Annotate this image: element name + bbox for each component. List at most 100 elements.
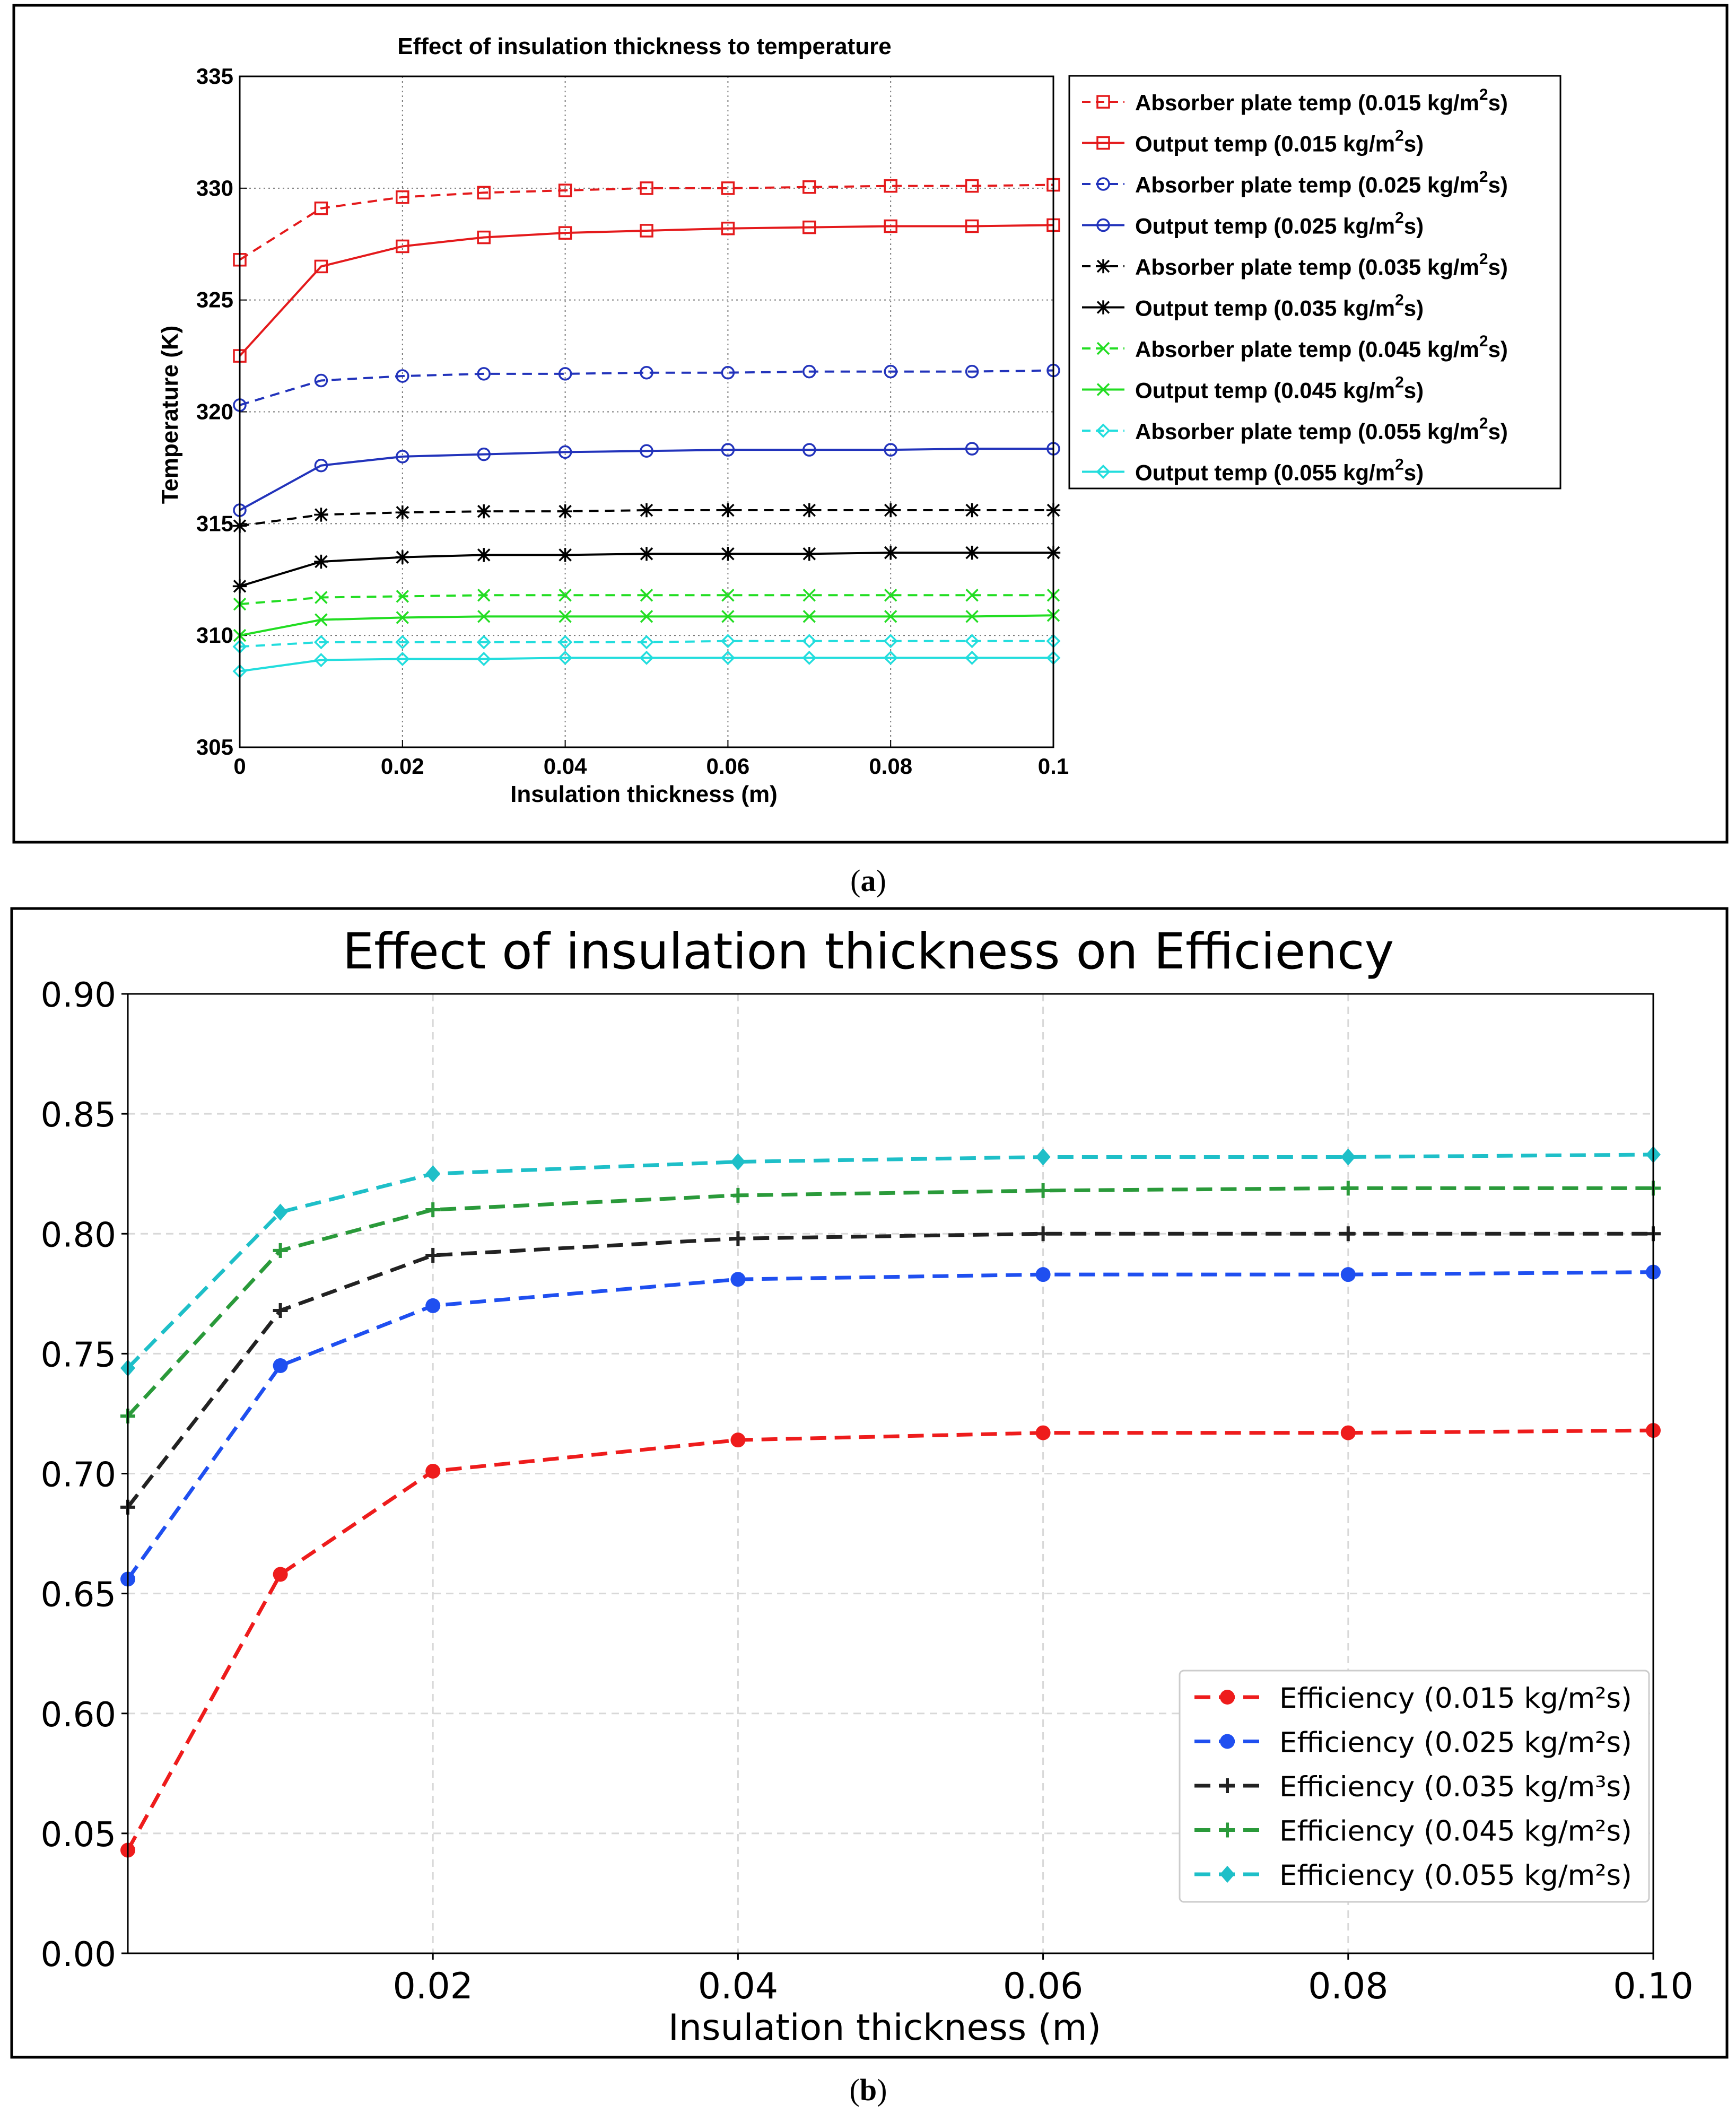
chart-b-data-point: [273, 1567, 288, 1582]
chart-a-plot-frame: [239, 75, 1054, 748]
chart-a-data-point: [559, 589, 572, 602]
chart-a-y-axis: 305 310 315 320 325 330 335: [196, 64, 247, 759]
chart-a-data-point: [802, 220, 816, 234]
chart-b-data-point: [1340, 1226, 1356, 1242]
chart-b-data-point: [425, 1247, 441, 1263]
chart-a-legend: Absorber plate temp (0.015 kg/m2s) Output…: [1068, 75, 1561, 490]
chart-a-x-tick-label: 0.08: [869, 754, 912, 779]
chart-a-data-point: [315, 591, 328, 604]
chart-a-data-point: [802, 610, 816, 623]
chart-b-data-point: [1035, 1425, 1051, 1440]
chart-b-y-tick-label: 0.85: [41, 1096, 117, 1135]
chart-a-data-point: [395, 635, 410, 650]
chart-b-legend-label: Efficiency (0.055 kg/m²s): [1279, 1859, 1632, 1892]
chart-a-data-point: [884, 179, 897, 193]
chart-a-data-point: [965, 545, 979, 560]
chart-a-data-point: [314, 458, 328, 473]
chart-a-legend-marker: [1096, 342, 1110, 355]
chart-a-data-point: [476, 635, 491, 650]
chart-a-xlabel: Insulation thickness (m): [510, 781, 778, 807]
chart-a-data-point: [965, 634, 980, 649]
chart-a-data-point: [884, 503, 898, 518]
chart-a-legend-marker: [1096, 383, 1110, 396]
chart-a-data-point: [639, 503, 654, 518]
chart-b-y-axis: 0.00 0.05 0.60 0.65 0.70 0.75 0.80 0.85 0.90: [41, 976, 128, 1975]
chart-a-data-point: [802, 650, 817, 665]
chart-a-data-point: [477, 589, 491, 602]
chart-a-series-5: [232, 503, 1061, 533]
chart-a-series-line: [239, 184, 1054, 261]
chart-a-series-line: [239, 509, 1053, 527]
chart-a-data-point: [802, 634, 817, 649]
chart-a-data-point: [721, 589, 735, 602]
chart-a-x-tick-label: 0: [233, 754, 246, 779]
chart-b-x-tick-label: 0.06: [1003, 1966, 1083, 2007]
chart-b-y-tick-label: 0.90: [41, 976, 117, 1015]
chart-a-legend-item: Output temp (0.055 kg/m2s): [1082, 456, 1424, 485]
chart-a-data-point: [396, 369, 409, 383]
chart-a-data-point: [640, 610, 653, 623]
chart-a-data-point: [558, 548, 572, 562]
chart-b-plot-frame: [127, 993, 1654, 1954]
chart-b-legend-item: Efficiency (0.025 kg/m²s): [1194, 1727, 1632, 1759]
chart-a-data-point: [965, 364, 979, 379]
chart-a-data-point: [558, 367, 572, 381]
chart-a-data-point: [802, 443, 816, 457]
chart-a-data-point: [558, 504, 572, 519]
chart-a-data-point: [639, 547, 654, 561]
caption-b: (b): [850, 2073, 887, 2107]
chart-b-legend-marker: [1220, 1690, 1235, 1705]
chart-a-data-point: [640, 589, 653, 602]
chart-a-data-point: [802, 180, 816, 194]
chart-a-legend-label: Absorber plate temp (0.035 kg/m2s): [1135, 250, 1508, 279]
chart-a-legend-label: Output temp (0.015 kg/m2s): [1135, 127, 1424, 156]
chart-a-data-point: [315, 613, 328, 626]
chart-b-legend-marker: [1220, 1734, 1235, 1749]
chart-b-series-5: [120, 1146, 1661, 1377]
chart-a-data-point: [314, 259, 328, 274]
chart-a-data-point: [721, 181, 735, 195]
chart-b-series: [120, 1146, 1661, 1858]
chart-a-data-point: [314, 373, 328, 388]
chart-b-x-tick-label: 0.10: [1613, 1966, 1693, 2007]
chart-a-data-point: [965, 442, 979, 456]
chart-a-legend-marker: [1096, 423, 1111, 438]
chart-a-series-line: [239, 448, 1053, 511]
chart-b-data-point: [1035, 1267, 1051, 1282]
chart-a-data-point: [395, 550, 409, 564]
chart-a-data-point: [883, 650, 898, 665]
chart-a-x-axis: 0 0.02 0.04 0.06 0.08 0.1: [233, 740, 1069, 779]
chart-b-y-tick-label: 0.60: [41, 1696, 117, 1735]
chart-a-y-tick-label: 310: [196, 623, 233, 648]
chart-b-data-point: [273, 1358, 288, 1373]
chart-b-legend-item: Efficiency (0.045 kg/m²s): [1194, 1815, 1632, 1848]
chart-a-y-tick-label: 325: [196, 287, 233, 312]
chart-a-legend-label: Absorber plate temp (0.045 kg/m2s): [1135, 333, 1508, 362]
caption-b-letter: b: [860, 2073, 877, 2107]
chart-a-data-point: [396, 611, 409, 624]
chart-a-legend-marker: [1096, 465, 1111, 479]
chart-a-x-tick-label: 0.04: [544, 754, 587, 779]
chart-a-series-line: [239, 224, 1054, 357]
chart-a-legend-label: Output temp (0.055 kg/m2s): [1135, 456, 1424, 485]
chart-a-legend-item: Absorber plate temp (0.045 kg/m2s): [1082, 333, 1508, 362]
chart-b-x-tick-label: 0.08: [1308, 1966, 1388, 2007]
chart-a-legend-label: Output temp (0.035 kg/m2s): [1135, 292, 1424, 321]
chart-a-legend-item: Output temp (0.015 kg/m2s): [1082, 127, 1424, 156]
chart-b-data-point: [730, 1153, 746, 1170]
chart-b-legend-label: Efficiency (0.045 kg/m²s): [1279, 1815, 1632, 1848]
chart-a-legend-label: Absorber plate temp (0.025 kg/m2s): [1135, 168, 1508, 197]
chart-a-data-point: [395, 651, 410, 666]
chart-a-data-point: [396, 590, 409, 603]
chart-a-data-point: [721, 221, 735, 235]
chart-a-data-point: [313, 635, 328, 650]
chart-a-data-point: [396, 450, 409, 464]
chart-b-data-point: [1340, 1267, 1356, 1282]
chart-a-legend-item: Output temp (0.045 kg/m2s): [1082, 374, 1424, 403]
chart-b-data-point: [425, 1165, 441, 1183]
chart-a-legend-label: Output temp (0.045 kg/m2s): [1135, 374, 1424, 403]
chart-b-legend-label: Efficiency (0.025 kg/m²s): [1279, 1727, 1632, 1759]
panel-a: Effect of insulation thickness to temper…: [12, 4, 1729, 844]
chart-b-data-point: [1340, 1425, 1356, 1440]
